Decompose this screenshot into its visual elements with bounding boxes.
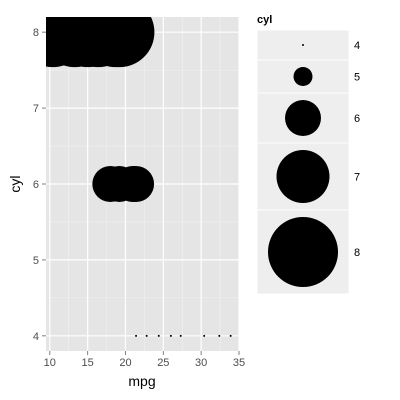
x-tick-label: 35: [233, 357, 245, 369]
grid-lines: [46, 17, 240, 351]
legend-swatch: [285, 100, 321, 136]
data-point: [135, 334, 138, 337]
y-axis: 4 5 6 7 8: [33, 27, 46, 343]
legend-swatch: [302, 44, 304, 46]
data-point: [145, 334, 148, 337]
data-point: [169, 334, 172, 337]
data-point: [229, 334, 232, 337]
x-tick-label: 10: [44, 357, 56, 369]
data-point: [218, 334, 221, 337]
legend-swatch: [268, 217, 338, 287]
y-tick-label: 7: [33, 103, 39, 115]
legend-swatch: [293, 67, 313, 86]
legend-label: 7: [354, 172, 360, 184]
y-tick-label: 6: [33, 179, 39, 191]
y-axis-title: cyl: [7, 175, 23, 192]
y-tick-label: 8: [33, 27, 39, 39]
x-tick-label: 20: [119, 357, 131, 369]
legend-title: cyl: [257, 14, 272, 26]
x-tick-label: 30: [195, 357, 207, 369]
x-axis: 10 15 20 25 30 35: [44, 351, 245, 369]
x-tick-label: 25: [157, 357, 169, 369]
data-points: [46, 17, 232, 337]
legend-label: 8: [354, 247, 360, 259]
legend-swatch: [276, 150, 330, 203]
data-point: [118, 166, 155, 202]
x-axis-title: mpg: [128, 373, 155, 389]
data-point: [179, 334, 182, 337]
data-point: [203, 334, 206, 337]
legend-label: 5: [354, 72, 360, 84]
legend-label: 6: [354, 113, 360, 125]
legend: cyl 4 5 6 7 8: [256, 14, 360, 295]
data-point: [84, 17, 155, 68]
y-tick-label: 4: [33, 331, 39, 343]
x-tick-label: 15: [82, 357, 94, 369]
y-tick-label: 5: [33, 255, 39, 267]
data-point: [157, 334, 160, 337]
legend-label: 4: [354, 40, 360, 52]
